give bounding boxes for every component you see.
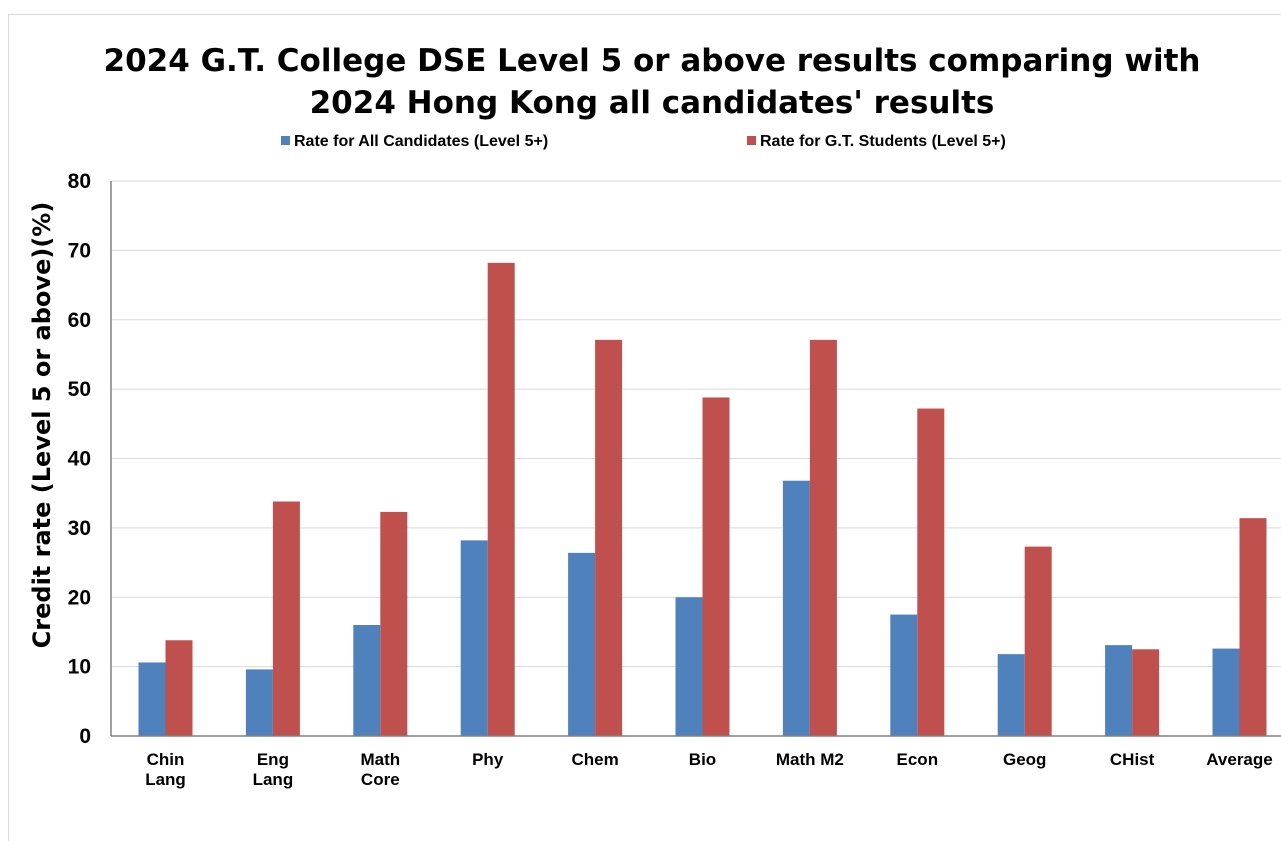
bar-gt-students (1024, 546, 1052, 736)
y-tick-label: 70 (68, 239, 91, 262)
bar-all-candidates (997, 654, 1025, 736)
bar-gt-students (917, 408, 945, 736)
legend: Rate for All Candidates (Level 5+) Rate … (281, 133, 1006, 150)
y-tick-label: 80 (68, 170, 91, 193)
x-tick-label: Chin Lang (145, 750, 186, 789)
bar-gt-students (380, 511, 408, 736)
x-tick-label: CHist (1110, 750, 1155, 769)
x-tick-label: Econ (897, 750, 939, 769)
legend-swatch-all-candidates (281, 136, 290, 145)
bar-gt-students (487, 262, 515, 736)
x-tick-label: Geog (1003, 750, 1046, 769)
bar-gt-students (1239, 518, 1267, 736)
x-tick-label: Math M2 (776, 750, 844, 769)
chart-title-line-1: 2024 G.T. College DSE Level 5 or above r… (104, 43, 1201, 79)
chart-frame (8, 14, 1281, 841)
axes (110, 181, 1281, 737)
bar-gt-students (702, 397, 730, 736)
bar-all-candidates (1212, 648, 1240, 736)
bar-gt-students (1132, 649, 1160, 736)
bar-all-candidates (675, 597, 703, 736)
bars (138, 262, 1267, 736)
x-tick-label: Chem (571, 750, 618, 769)
y-tick-label: 60 (68, 309, 91, 332)
x-tick-label: Eng Lang (253, 750, 294, 789)
y-tick-label: 0 (79, 725, 91, 748)
x-tick-label: Bio (689, 750, 716, 769)
legend-label-gt-students: Rate for G.T. Students (Level 5+) (760, 133, 1006, 150)
bar-all-candidates (245, 669, 273, 736)
bar-gt-students (809, 339, 837, 736)
y-tick-label: 50 (68, 378, 91, 401)
x-axis-ticks: Chin Lang Eng Lang Math Core Phy Chem Bio Math M2… (145, 750, 1273, 789)
bar-all-candidates (138, 662, 166, 736)
y-tick-label: 10 (68, 656, 91, 679)
x-tick-label: Phy (472, 750, 504, 769)
bar-all-candidates (782, 480, 810, 736)
bar-all-candidates (353, 625, 381, 736)
bar-all-candidates (568, 552, 596, 736)
y-tick-label: 20 (68, 586, 91, 609)
chart-title-line-2: 2024 Hong Kong all candidates' results (310, 85, 995, 121)
legend-swatch-gt-students (747, 136, 756, 145)
x-tick-label: Average (1206, 750, 1272, 769)
y-axis-label: Credit rate (Level 5 or above)(%) (28, 202, 56, 649)
bar-gt-students (595, 339, 623, 736)
y-tick-label: 40 (68, 448, 91, 471)
bar-all-candidates (460, 540, 488, 736)
y-axis-ticks: 0 10 20 30 40 50 60 70 80 (68, 170, 91, 748)
y-tick-label: 30 (68, 517, 91, 540)
bar-all-candidates (1105, 645, 1133, 736)
legend-label-all-candidates: Rate for All Candidates (Level 5+) (294, 133, 548, 150)
bar-all-candidates (890, 614, 918, 736)
bar-gt-students (272, 501, 300, 736)
bar-gt-students (165, 640, 193, 736)
x-tick-label: Math Core (360, 750, 400, 789)
